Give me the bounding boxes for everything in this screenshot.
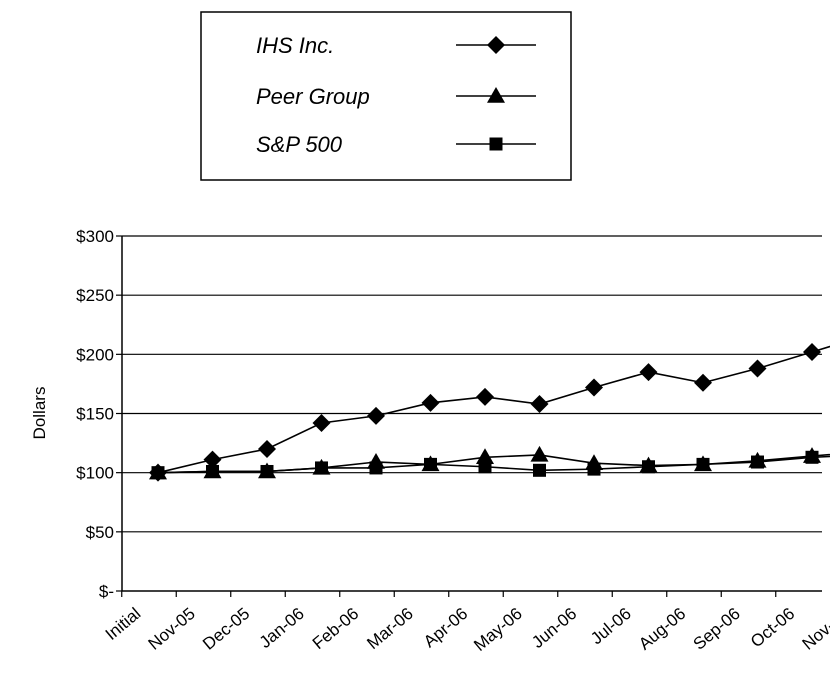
series-line <box>157 455 830 474</box>
data-point-diamond <box>476 387 494 406</box>
data-point-square <box>642 460 655 474</box>
x-tick-label: Sep-06 <box>690 604 744 654</box>
y-tick-label: $300 <box>76 227 114 246</box>
data-point-square <box>151 466 165 480</box>
legend-marker-square <box>489 137 503 151</box>
y-axis-ticks: $- $50 $100 $150 $200 $250 $300 <box>76 227 122 601</box>
plot-area: $-$50$100$150$200$250$300 Initial Nov-05 D… <box>30 227 830 655</box>
legend: IHS Inc. Peer Group S&P 500 <box>200 11 572 181</box>
data-point-square <box>206 464 219 478</box>
x-axis-ticks: Initial Nov-05 Dec-05 Jan-06 Feb-06 Mar-06 Apr… <box>102 591 830 655</box>
y-axis-title: Dollars <box>30 387 49 440</box>
data-point-diamond <box>803 342 821 361</box>
legend-label: S&P 500 <box>256 132 343 157</box>
series-layer <box>149 342 830 482</box>
data-point-triangle <box>476 448 494 465</box>
x-tick-label: Nov-05 <box>145 604 199 654</box>
legend-marker-diamond <box>487 36 505 54</box>
x-tick-label: Aug-06 <box>635 604 689 654</box>
data-point-square <box>533 463 546 477</box>
data-point-triangle <box>530 445 549 462</box>
data-point-diamond <box>258 440 276 458</box>
legend-marker-triangle <box>487 87 505 103</box>
data-point-diamond <box>367 406 385 425</box>
data-point-diamond <box>639 363 658 382</box>
data-point-square <box>751 455 764 469</box>
x-tick-label: Mar-06 <box>363 604 416 653</box>
x-tick-label: Feb-06 <box>309 604 362 653</box>
y-tick-label: $250 <box>76 286 114 305</box>
x-tick-label: Jan-06 <box>256 604 308 652</box>
data-point-square <box>478 460 492 474</box>
data-point-diamond <box>748 359 767 378</box>
y-tick-label: $50 <box>86 523 114 542</box>
series-diamond <box>149 342 830 482</box>
data-point-square <box>587 462 601 476</box>
y-tick-label: $- <box>99 582 114 601</box>
data-point-diamond <box>585 378 603 397</box>
data-point-square <box>424 457 437 471</box>
data-point-diamond <box>312 413 331 432</box>
series-line <box>157 453 830 474</box>
x-tick-label: Oct-06 <box>747 604 798 651</box>
data-point-square <box>369 461 383 475</box>
legend-label: Peer Group <box>256 84 370 109</box>
x-tick-label: Dec-05 <box>199 604 253 654</box>
x-tick-label: Apr-06 <box>420 604 471 651</box>
series-line <box>157 345 830 474</box>
data-point-diamond <box>530 395 549 414</box>
data-point-diamond <box>203 450 222 469</box>
legend-label: IHS Inc. <box>256 33 334 58</box>
data-point-square <box>805 450 819 464</box>
y-tick-label: $100 <box>76 464 114 483</box>
x-tick-label: Nov-06 <box>799 604 830 654</box>
data-point-square <box>696 457 710 471</box>
data-point-diamond <box>421 393 440 412</box>
x-tick-label: Initial <box>102 604 145 644</box>
y-tick-label: $150 <box>76 405 114 424</box>
data-point-square <box>315 461 328 475</box>
series-square <box>151 450 830 480</box>
data-point-diamond <box>694 373 712 392</box>
gridlines <box>122 235 822 533</box>
x-tick-label: May-06 <box>470 604 526 655</box>
x-tick-label: Jul-06 <box>587 604 635 648</box>
y-tick-label: $200 <box>76 345 114 364</box>
x-tick-label: Jun-06 <box>528 604 580 652</box>
data-point-square <box>260 464 274 478</box>
